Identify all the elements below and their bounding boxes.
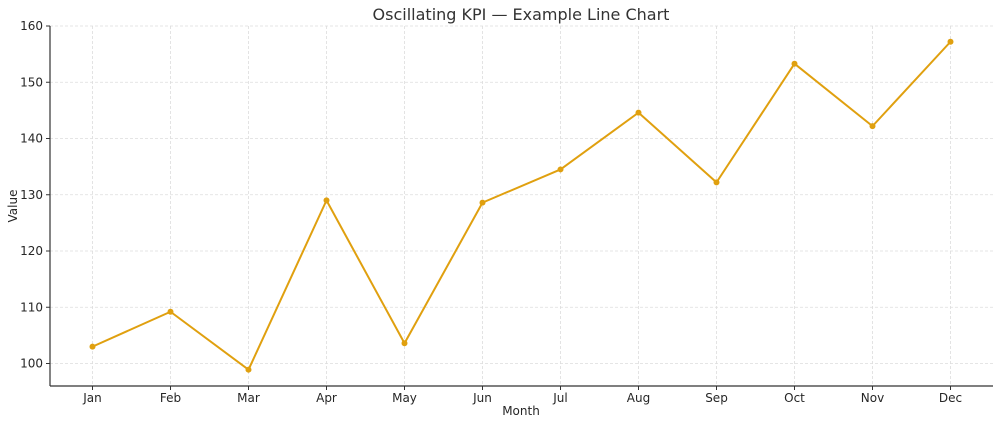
data-point-sep <box>713 179 720 186</box>
data-point-jun <box>479 199 486 206</box>
y-tick-label: 130 <box>20 188 43 202</box>
x-tick-label: Jun <box>472 391 492 405</box>
grid <box>50 25 993 386</box>
x-tick-label: Aug <box>627 391 650 405</box>
data-point-apr <box>323 197 330 204</box>
x-tick-label: Jan <box>82 391 102 405</box>
chart-title: Oscillating KPI — Example Line Chart <box>373 5 670 24</box>
x-tick-label: Apr <box>316 391 337 405</box>
y-tick-label: 100 <box>20 357 43 371</box>
y-tick-label: 120 <box>20 244 43 258</box>
x-tick-label: Nov <box>861 391 884 405</box>
x-tick-label: Feb <box>160 391 181 405</box>
data-point-nov <box>869 123 876 130</box>
y-tick-label: 150 <box>20 75 43 89</box>
x-tick-label: May <box>392 391 417 405</box>
x-tick-label: Jul <box>552 391 567 405</box>
series-line <box>92 41 952 371</box>
y-axis-label: Value <box>6 190 20 223</box>
y-tick-label: 160 <box>20 19 43 33</box>
x-tick-label: Dec <box>939 391 962 405</box>
data-point-jan <box>89 343 96 350</box>
axes: 100 110 120 130 140 150 160 Jan Feb Mar Apr May Jun J… <box>20 19 993 405</box>
x-tick-label: Sep <box>705 391 728 405</box>
x-axis-label: Month <box>502 404 540 418</box>
series <box>89 38 954 373</box>
data-point-jul <box>557 166 564 173</box>
data-point-mar <box>245 366 252 373</box>
y-tick-label: 110 <box>20 300 43 314</box>
data-point-dec <box>947 38 954 45</box>
data-point-aug <box>635 109 642 116</box>
x-tick-label: Mar <box>237 391 260 405</box>
data-point-feb <box>167 308 174 315</box>
data-point-oct <box>791 60 798 67</box>
x-tick-label: Oct <box>784 391 805 405</box>
data-point-may <box>401 340 408 347</box>
y-tick-label: 140 <box>20 132 43 146</box>
